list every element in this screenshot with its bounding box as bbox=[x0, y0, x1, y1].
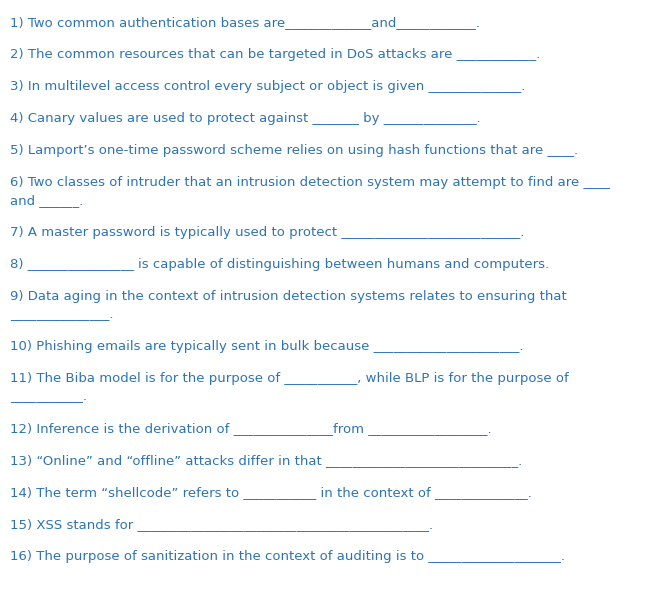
Text: 6) Two classes of intruder that an intrusion detection system may attempt to fin: 6) Two classes of intruder that an intru… bbox=[10, 176, 610, 189]
Text: _______________.: _______________. bbox=[10, 308, 114, 321]
Text: 1) Two common authentication bases are_____________and____________.: 1) Two common authentication bases are__… bbox=[10, 16, 480, 29]
Text: 5) Lamport’s one-time password scheme relies on using hash functions that are __: 5) Lamport’s one-time password scheme re… bbox=[10, 144, 578, 157]
Text: 15) XSS stands for ____________________________________________.: 15) XSS stands for _____________________… bbox=[10, 518, 433, 531]
Text: 10) Phishing emails are typically sent in bulk because ______________________.: 10) Phishing emails are typically sent i… bbox=[10, 340, 523, 353]
Text: and ______.: and ______. bbox=[10, 194, 83, 207]
Text: ___________.: ___________. bbox=[10, 390, 87, 403]
Text: 8) ________________ is capable of distinguishing between humans and computers.: 8) ________________ is capable of distin… bbox=[10, 258, 549, 271]
Text: 13) “Online” and “offline” attacks differ in that _____________________________.: 13) “Online” and “offline” attacks diffe… bbox=[10, 454, 522, 467]
Text: 7) A master password is typically used to protect ___________________________.: 7) A master password is typically used t… bbox=[10, 226, 525, 239]
Text: 11) The Biba model is for the purpose of ___________, while BLP is for the purpo: 11) The Biba model is for the purpose of… bbox=[10, 372, 568, 385]
Text: 9) Data aging in the context of intrusion detection systems relates to ensuring : 9) Data aging in the context of intrusio… bbox=[10, 290, 567, 303]
Text: 2) The common resources that can be targeted in DoS attacks are ____________.: 2) The common resources that can be targ… bbox=[10, 48, 540, 61]
Text: 16) The purpose of sanitization in the context of auditing is to _______________: 16) The purpose of sanitization in the c… bbox=[10, 550, 565, 563]
Text: 14) The term “shellcode” refers to ___________ in the context of ______________.: 14) The term “shellcode” refers to _____… bbox=[10, 486, 532, 499]
Text: 4) Canary values are used to protect against _______ by ______________.: 4) Canary values are used to protect aga… bbox=[10, 112, 481, 125]
Text: 3) In multilevel access control every subject or object is given ______________.: 3) In multilevel access control every su… bbox=[10, 80, 525, 93]
Text: 12) Inference is the derivation of _______________from __________________.: 12) Inference is the derivation of _____… bbox=[10, 422, 492, 435]
